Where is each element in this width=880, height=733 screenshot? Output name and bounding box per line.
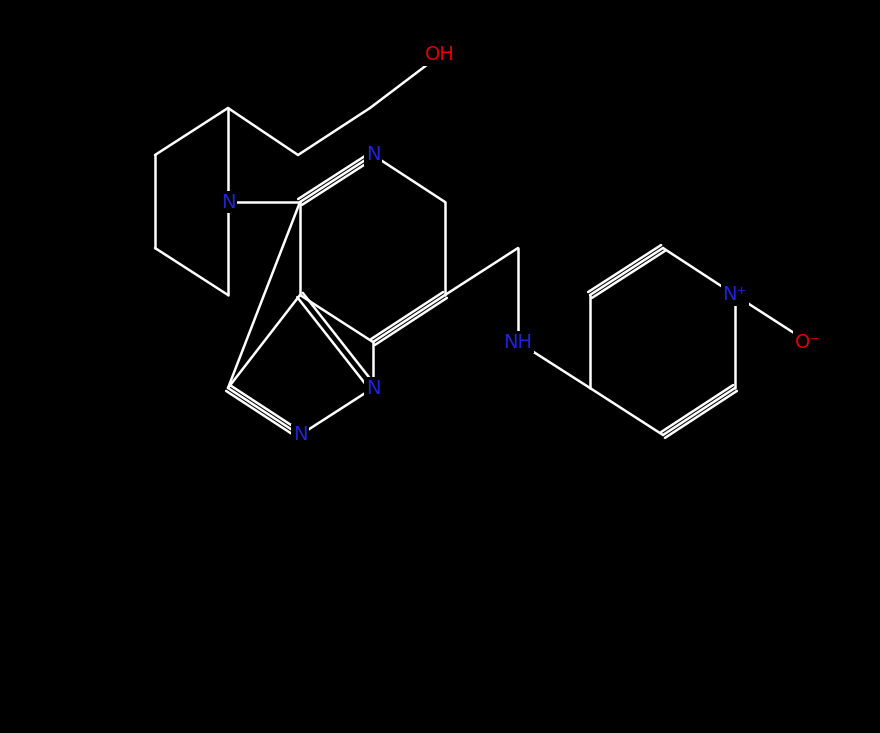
Text: N⁺: N⁺ <box>722 285 747 304</box>
Text: O⁻: O⁻ <box>796 333 821 352</box>
Text: N: N <box>293 425 307 444</box>
Text: OH: OH <box>425 45 455 65</box>
Text: N: N <box>366 378 380 397</box>
Text: NH: NH <box>503 333 532 352</box>
Text: N: N <box>221 193 235 212</box>
Text: N: N <box>366 145 380 164</box>
